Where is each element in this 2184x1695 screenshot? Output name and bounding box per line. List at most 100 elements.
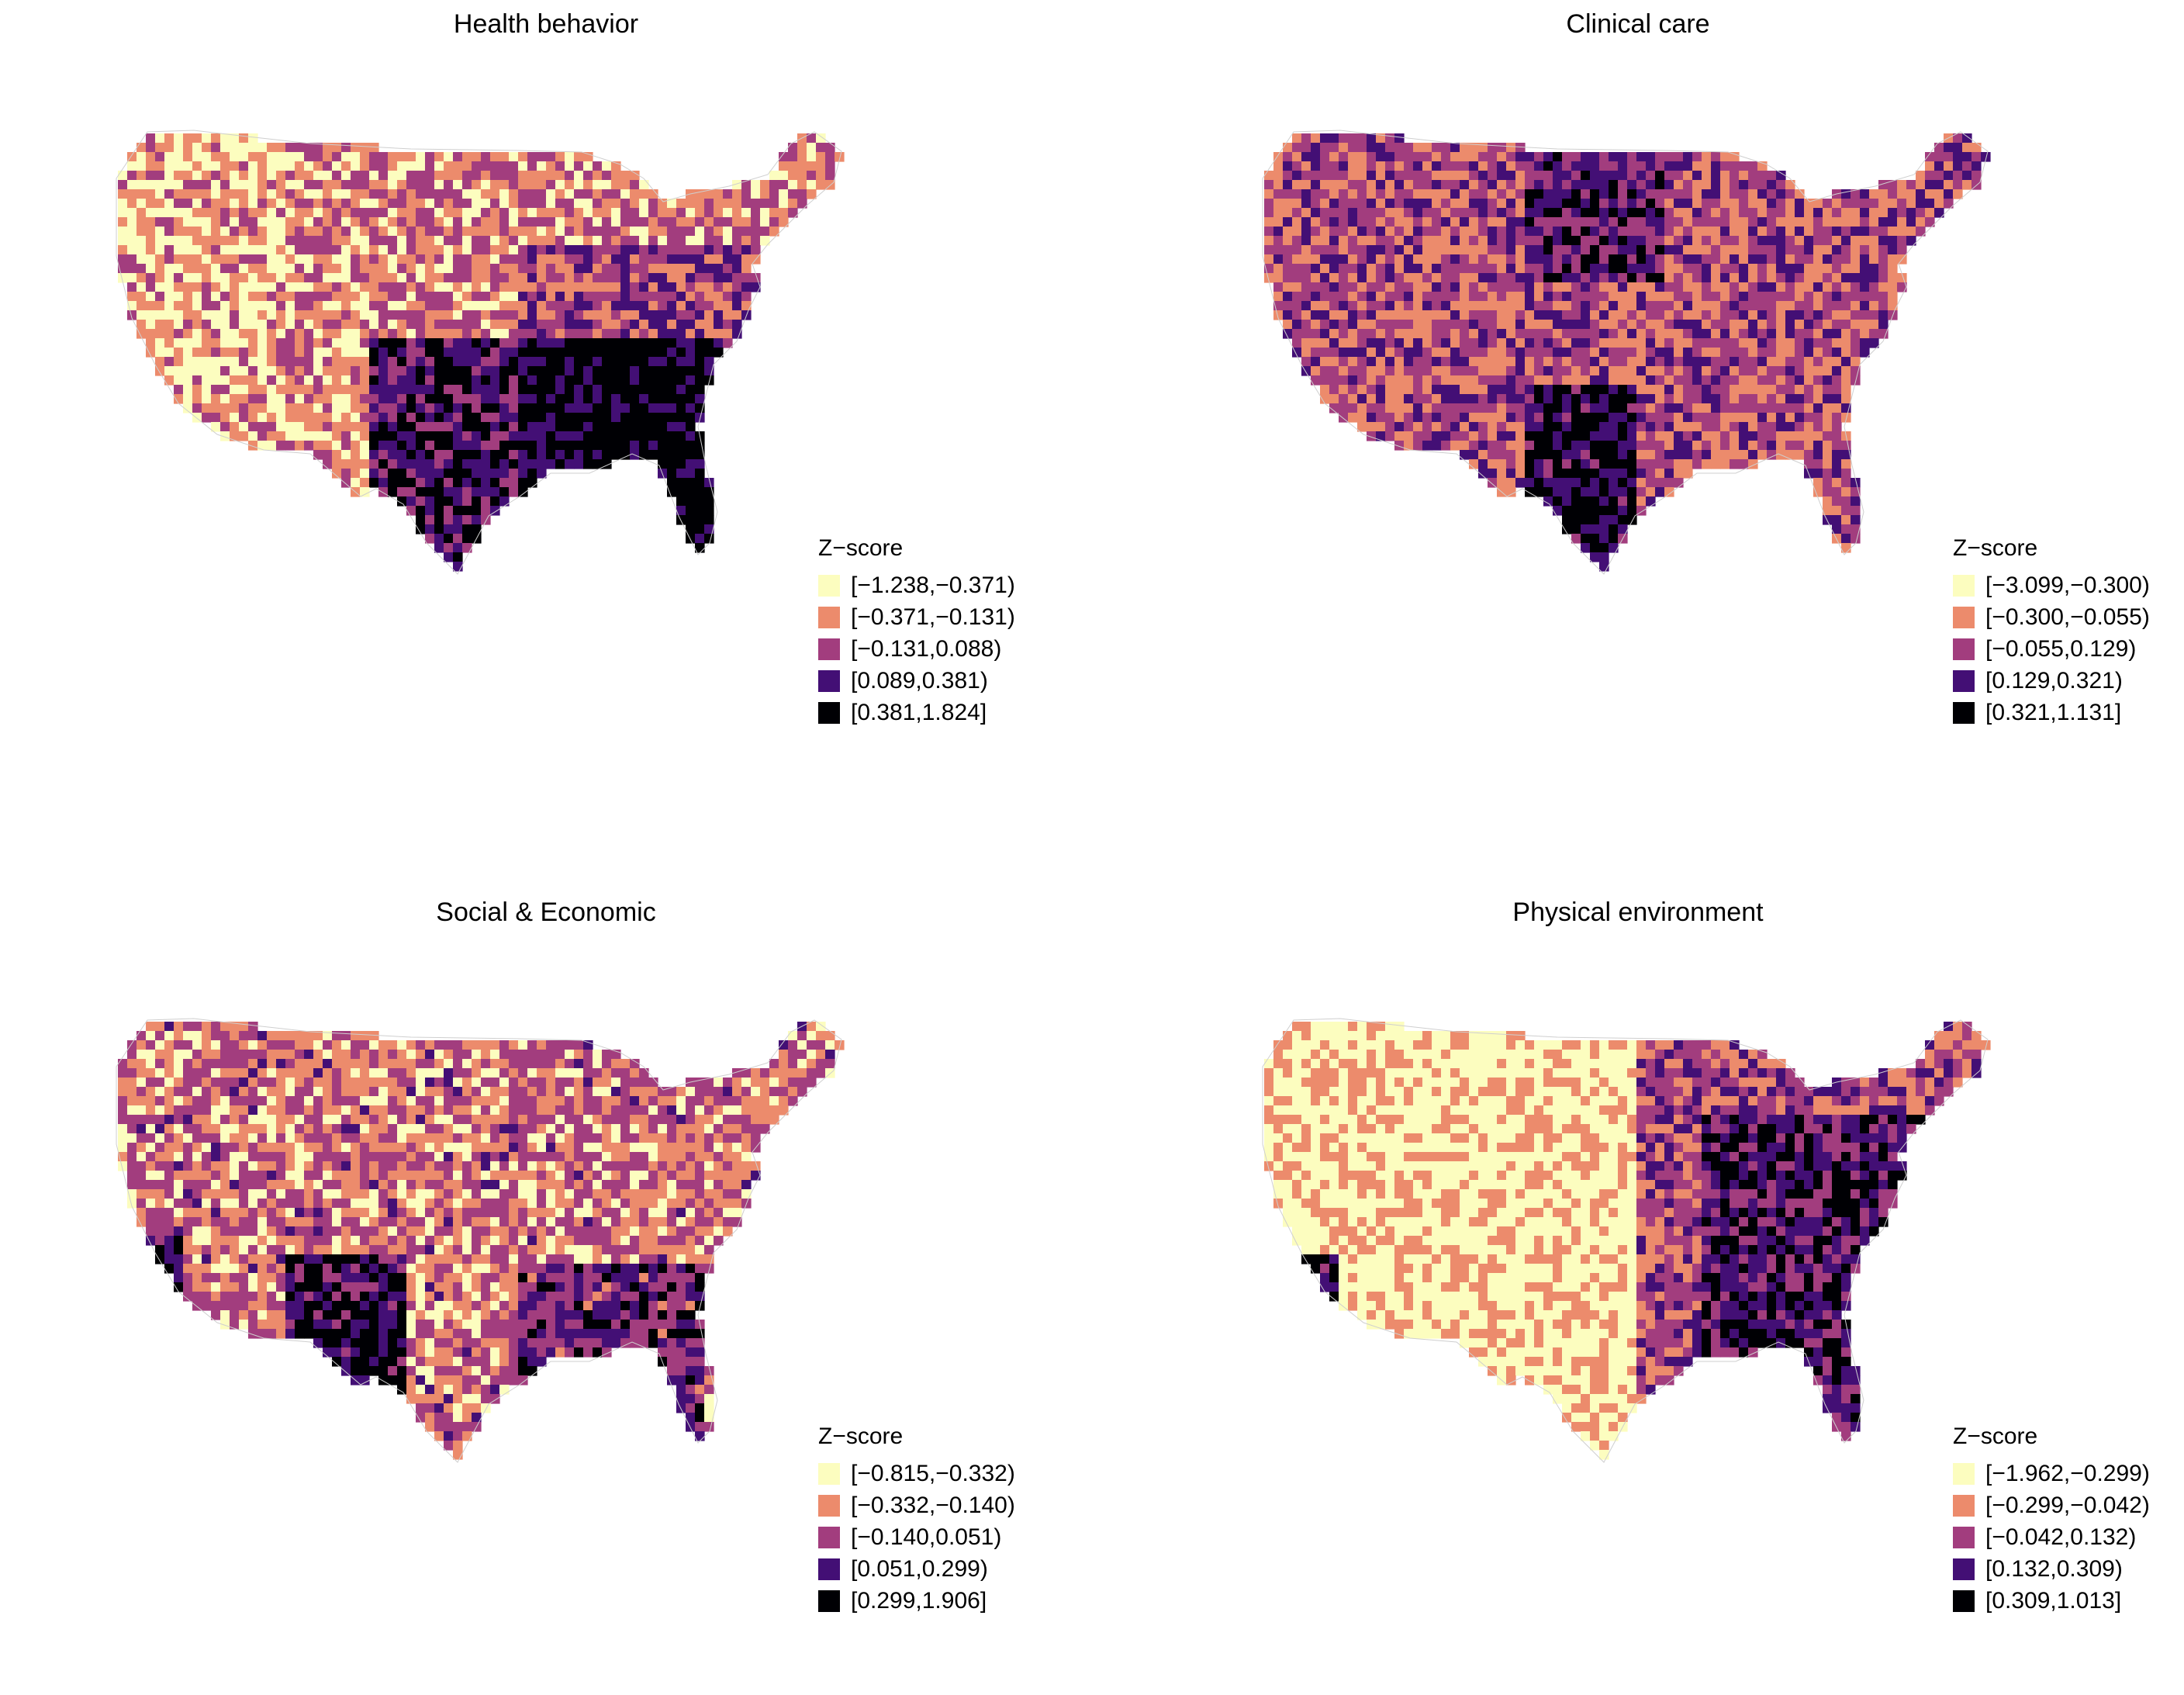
county-cell (1878, 189, 1889, 199)
county-cell (378, 161, 389, 171)
county-cell (1609, 236, 1619, 246)
county-cell (1478, 143, 1488, 153)
county-cell (1515, 329, 1526, 339)
county-cell (1636, 348, 1647, 358)
county-cell (1878, 254, 1889, 265)
county-cell (453, 1059, 463, 1069)
county-cell (602, 357, 612, 367)
county-cell (211, 143, 221, 153)
county-cell (1767, 236, 1777, 246)
county-cell (434, 1059, 444, 1069)
county-cell (1711, 161, 1721, 171)
county-cell (574, 199, 584, 209)
county-cell (192, 1031, 202, 1041)
county-cell (1525, 348, 1535, 358)
county-cell (1823, 338, 1833, 348)
county-cell (397, 292, 407, 302)
county-cell (518, 450, 528, 460)
county-cell (1441, 273, 1451, 283)
county-cell (714, 301, 724, 311)
county-cell (695, 357, 705, 367)
county-cell (406, 329, 416, 339)
county-cell (1646, 245, 1656, 255)
county-cell (295, 180, 305, 190)
county-cell (1394, 133, 1405, 144)
county-cell (1804, 282, 1814, 292)
county-cell (1525, 236, 1535, 246)
county-cell (593, 394, 603, 404)
county-cell (295, 189, 305, 199)
county-cell (416, 441, 426, 451)
county-cell (1348, 338, 1358, 348)
county-cell (1581, 199, 1591, 209)
county-cell (202, 180, 212, 190)
county-cell (1813, 245, 1823, 255)
county-cell (453, 310, 463, 320)
county-cell (769, 171, 779, 181)
county-cell (741, 189, 752, 199)
county-cell (1273, 189, 1284, 199)
county-cell (1385, 208, 1395, 218)
county-cell (378, 273, 389, 283)
county-cell (462, 422, 472, 432)
county-cell (1460, 264, 1470, 274)
county-cell (1525, 375, 1535, 386)
county-cell (788, 161, 798, 171)
county-cell (1646, 161, 1656, 171)
county-cell (146, 199, 156, 209)
county-cell (1376, 329, 1386, 339)
county-cell (574, 189, 584, 199)
county-cell (304, 385, 314, 395)
county-cell (1841, 282, 1851, 292)
county-cell (304, 348, 314, 358)
county-cell (183, 385, 193, 395)
county-cell (183, 171, 193, 181)
county-cell (1339, 282, 1349, 292)
county-cell (1348, 413, 1358, 423)
county-cell (1823, 441, 1833, 451)
county-cell (444, 227, 454, 237)
county-cell (1655, 199, 1665, 209)
county-cell (1590, 208, 1600, 218)
county-cell (388, 413, 398, 423)
county-cell (695, 413, 705, 423)
county-cell (1674, 422, 1684, 432)
county-cell (593, 1050, 603, 1060)
county-cell (1441, 152, 1451, 162)
county-cell (1329, 394, 1339, 404)
county-cell (1441, 282, 1451, 292)
county-cell (1683, 152, 1693, 162)
county-cell (276, 1068, 286, 1078)
county-cell (369, 292, 379, 302)
county-cell (378, 1059, 389, 1069)
county-cell (1264, 227, 1274, 237)
county-cell (546, 161, 556, 171)
county-cell (1627, 394, 1637, 404)
county-cell (257, 199, 268, 209)
county-cell (462, 329, 472, 339)
county-cell (285, 1031, 295, 1041)
county-cell (695, 208, 705, 218)
county-cell (369, 338, 379, 348)
county-cell (1543, 403, 1553, 413)
county-cell (248, 385, 258, 395)
county-cell (285, 282, 295, 292)
county-cell (1739, 441, 1749, 451)
county-cell (518, 348, 528, 358)
county-cell (1329, 348, 1339, 358)
county-cell (667, 422, 677, 432)
county-cell (1748, 254, 1758, 265)
county-cell (1609, 348, 1619, 358)
county-cell (1925, 208, 1935, 218)
county-cell (444, 469, 454, 479)
county-cell (1562, 478, 1572, 488)
county-cell (639, 413, 649, 423)
county-cell (1553, 478, 1563, 488)
county-cell (1609, 264, 1619, 274)
county-cell (406, 1040, 416, 1050)
county-cell (1450, 161, 1460, 171)
county-cell (1376, 366, 1386, 376)
county-cell (1785, 385, 1795, 395)
county-cell (127, 236, 137, 246)
county-cell (1636, 189, 1647, 199)
